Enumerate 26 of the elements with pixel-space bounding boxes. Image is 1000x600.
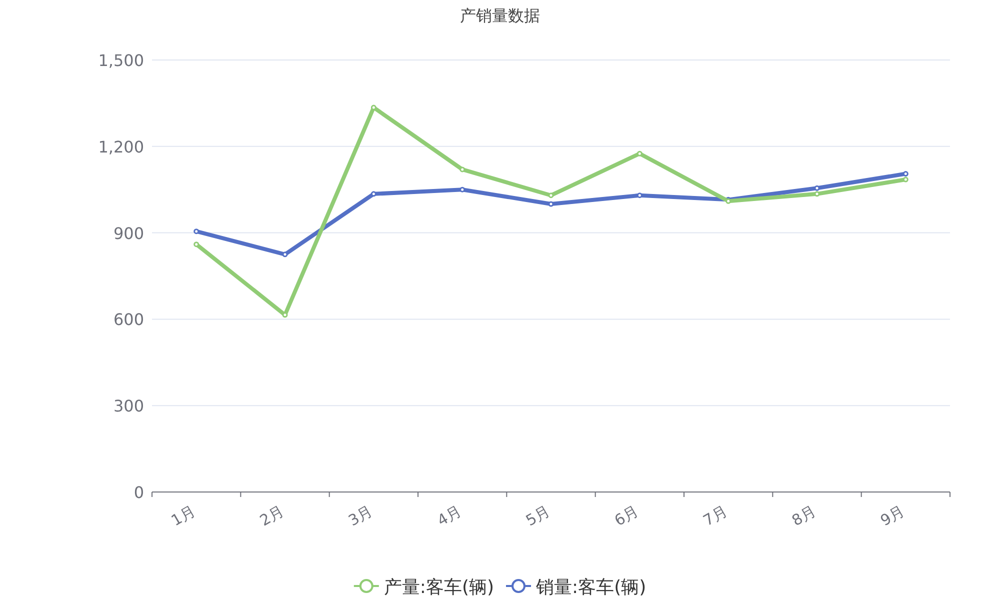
point — [194, 228, 200, 234]
point — [194, 242, 200, 248]
legend-label: 产量:客车(辆) — [384, 577, 494, 598]
chart-title: 产销量数据 — [460, 6, 540, 25]
point — [282, 252, 288, 258]
point — [636, 150, 642, 156]
x-tick-label: 3月 — [345, 502, 376, 530]
x-tick-label: 8月 — [788, 502, 819, 530]
y-tick-label: 300 — [113, 396, 144, 416]
y-tick-label: 1,500 — [98, 51, 144, 70]
y-tick-label: 900 — [113, 224, 144, 243]
point — [548, 192, 554, 198]
y-tick-label: 1,200 — [98, 137, 144, 156]
x-tick-label: 1月 — [168, 502, 198, 530]
y-tick-label: 600 — [113, 310, 144, 330]
x-tick-label: 5月 — [522, 502, 553, 530]
legend-label: 销量:客车(辆) — [535, 577, 646, 598]
x-tick-label: 6月 — [611, 502, 642, 530]
point — [548, 201, 554, 207]
x-tick-label: 9月 — [877, 502, 908, 530]
x-tick-label: 4月 — [434, 502, 464, 530]
point — [370, 191, 376, 197]
y-tick-label: 0 — [134, 483, 144, 502]
point — [460, 166, 466, 172]
x-tick-label: 7月 — [700, 502, 730, 530]
x-tick-label: 2月 — [256, 502, 287, 530]
